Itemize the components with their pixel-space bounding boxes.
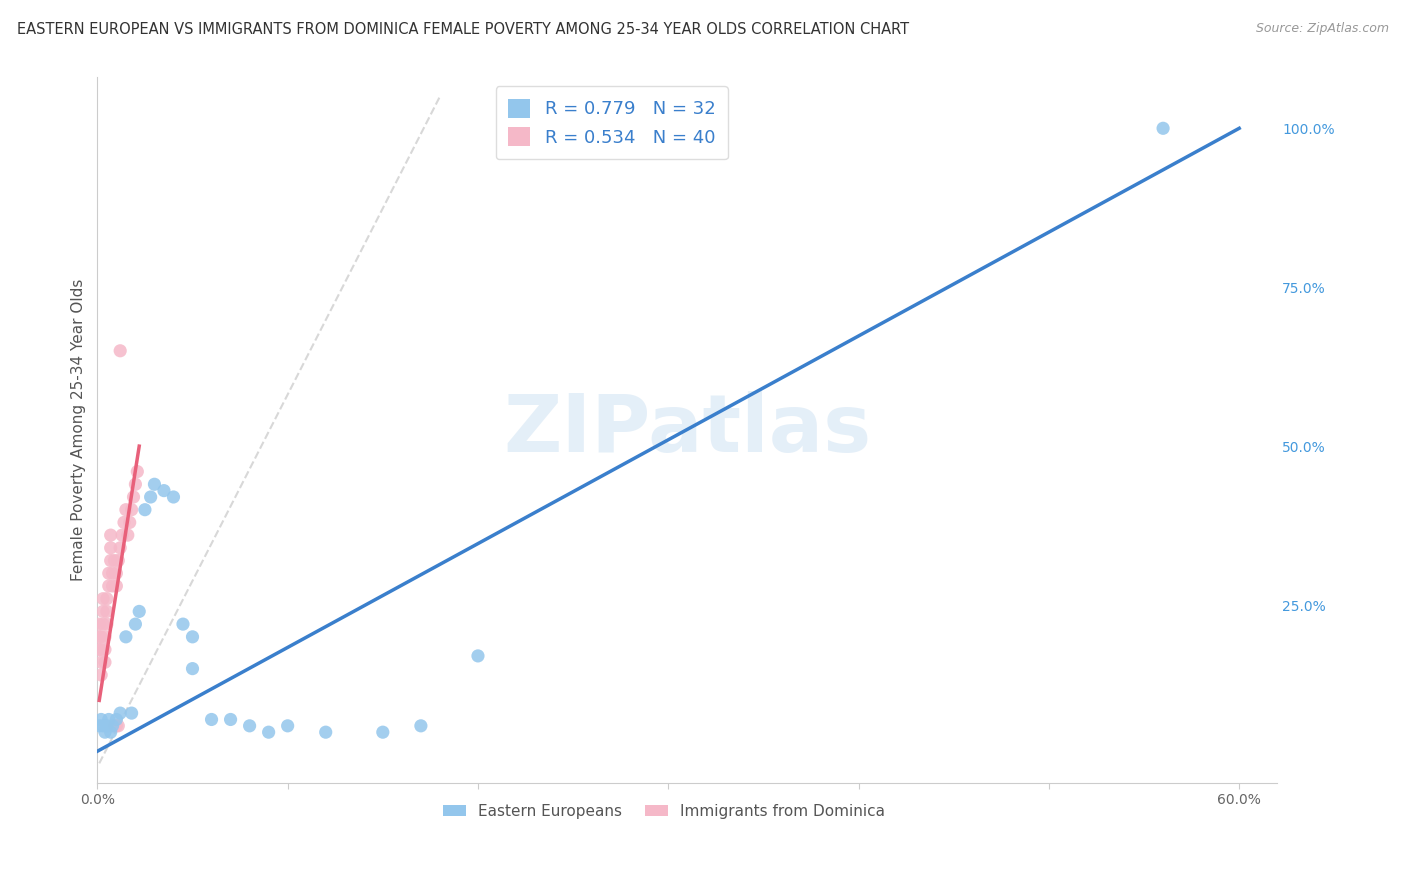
Y-axis label: Female Poverty Among 25-34 Year Olds: Female Poverty Among 25-34 Year Olds	[72, 279, 86, 582]
Point	[101, 719, 124, 733]
Point	[118, 516, 141, 530]
Point	[121, 502, 143, 516]
Point	[181, 630, 204, 644]
Point	[239, 719, 262, 733]
Point	[100, 541, 122, 555]
Point	[91, 591, 114, 606]
Point	[111, 528, 134, 542]
Point	[134, 502, 156, 516]
Point	[124, 477, 146, 491]
Point	[257, 725, 280, 739]
Point	[101, 566, 124, 581]
Point	[277, 719, 299, 733]
Point	[97, 566, 120, 581]
Point	[90, 668, 112, 682]
Point	[108, 541, 131, 555]
Point	[219, 713, 242, 727]
Point	[143, 477, 166, 491]
Point	[105, 566, 128, 581]
Point	[103, 553, 125, 567]
Point	[200, 713, 222, 727]
Point	[89, 642, 111, 657]
Point	[103, 719, 125, 733]
Point	[100, 528, 122, 542]
Point	[89, 617, 111, 632]
Point	[107, 719, 129, 733]
Point	[90, 713, 112, 727]
Point	[139, 490, 162, 504]
Point	[112, 516, 135, 530]
Point	[91, 604, 114, 618]
Point	[97, 713, 120, 727]
Point	[128, 604, 150, 618]
Point	[371, 725, 394, 739]
Point	[100, 553, 122, 567]
Point	[124, 617, 146, 632]
Point	[107, 553, 129, 567]
Point	[97, 579, 120, 593]
Point	[94, 630, 117, 644]
Text: EASTERN EUROPEAN VS IMMIGRANTS FROM DOMINICA FEMALE POVERTY AMONG 25-34 YEAR OLD: EASTERN EUROPEAN VS IMMIGRANTS FROM DOMI…	[17, 22, 910, 37]
Point	[108, 343, 131, 358]
Point	[96, 604, 118, 618]
Point	[90, 630, 112, 644]
Point	[162, 490, 184, 504]
Text: Source: ZipAtlas.com: Source: ZipAtlas.com	[1256, 22, 1389, 36]
Point	[105, 579, 128, 593]
Point	[90, 655, 112, 669]
Legend: Eastern Europeans, Immigrants from Dominica: Eastern Europeans, Immigrants from Domin…	[436, 797, 891, 825]
Point	[90, 642, 112, 657]
Text: ZIPatlas: ZIPatlas	[503, 392, 872, 469]
Point	[315, 725, 337, 739]
Point	[467, 648, 489, 663]
Point	[91, 617, 114, 632]
Point	[121, 706, 143, 720]
Point	[122, 490, 145, 504]
Point	[1152, 121, 1174, 136]
Point	[96, 719, 118, 733]
Point	[96, 591, 118, 606]
Point	[94, 642, 117, 657]
Point	[96, 617, 118, 632]
Point	[89, 719, 111, 733]
Point	[115, 630, 138, 644]
Point	[409, 719, 432, 733]
Point	[105, 719, 128, 733]
Point	[94, 655, 117, 669]
Point	[172, 617, 194, 632]
Point	[108, 706, 131, 720]
Point	[100, 725, 122, 739]
Point	[89, 630, 111, 644]
Point	[127, 465, 149, 479]
Point	[153, 483, 176, 498]
Point	[91, 719, 114, 733]
Point	[117, 528, 139, 542]
Point	[115, 502, 138, 516]
Point	[181, 662, 204, 676]
Point	[101, 579, 124, 593]
Point	[94, 725, 117, 739]
Point	[105, 713, 128, 727]
